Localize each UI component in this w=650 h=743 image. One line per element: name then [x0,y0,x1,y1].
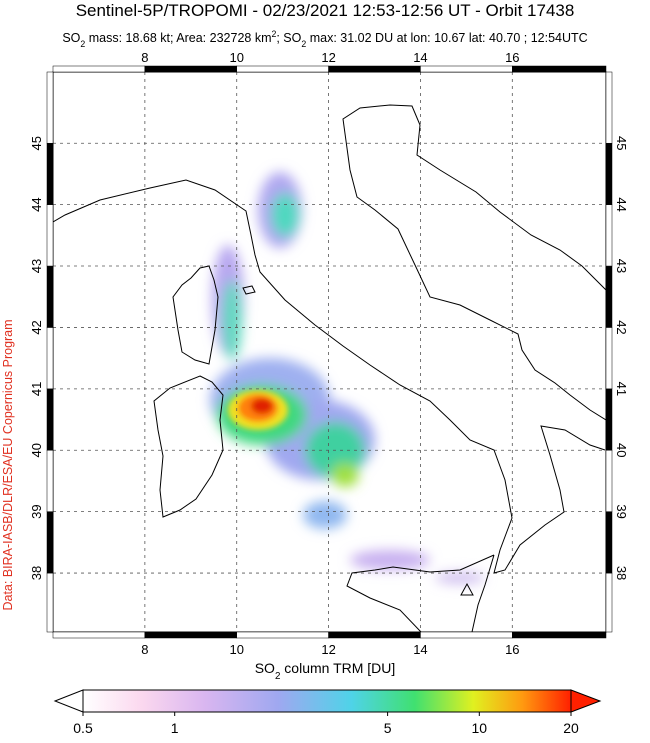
lat-tick-label-right: 38 [614,566,629,580]
lon-tick-label-top: 12 [321,50,335,65]
frame-segment [46,71,54,144]
frame-segment [605,71,613,144]
colorbar-tick-label: 0.5 [73,720,93,736]
lat-tick-label-left: 44 [29,197,44,211]
lon-tick-label-top: 16 [505,50,519,65]
lat-tick-label-right: 42 [614,320,629,334]
frame-segment [46,572,54,633]
frame-bars [46,65,613,639]
frame-segment [236,631,329,639]
subscript: 2 [80,39,85,49]
lat-tick-label-left: 45 [29,136,44,150]
frame-segment [52,65,146,73]
frame-segment [605,388,613,451]
lat-tick-label-right: 39 [614,504,629,518]
frame-segment [605,142,613,205]
colorbar-under [53,689,84,713]
subscript: 2 [275,671,280,682]
lon-tick-label-top: 14 [413,50,427,65]
so2-plume [210,172,485,584]
text-part: SO [255,660,275,676]
frame-segment [605,204,613,267]
text-part: SO [62,31,80,45]
lat-tick-label-left: 41 [29,382,44,396]
colorbar: 0.5 1 5 10 20 [53,689,602,736]
coastline-italy [53,104,606,574]
coastline-corsica [172,265,219,365]
text-part: ; SO [276,31,301,45]
frame-segment [46,388,54,451]
coastline-sicily [346,554,495,632]
coastline-elba [242,285,256,295]
lat-tick-label-right: 43 [614,259,629,273]
subscript: 2 [301,39,306,49]
lon-tick-label-bottom: 14 [413,642,427,657]
lat-tick-label-left: 38 [29,566,44,580]
frame-segment [420,65,513,73]
colorbar-tick-label: 10 [472,720,488,736]
colorbar-tick-label: 5 [384,720,392,736]
frame-segment [420,631,513,639]
lat-tick-label-right: 41 [614,382,629,396]
credit: Data: BIRA-IASB/DLR/ESA/EU Copernicus Pr… [1,319,15,610]
lat-tick-label-right: 40 [614,443,629,457]
frame-segment [52,631,146,639]
lat-tick-label-left: 39 [29,504,44,518]
frame-segment [328,65,421,73]
frame-segment [46,511,54,574]
frame-segment [512,631,607,639]
colorbar-tick-label: 1 [171,720,179,736]
frame-segment [144,631,237,639]
lat-tick-label-left: 40 [29,443,44,457]
text-part: mass: 18.68 kt; Area: 232728 km [85,31,271,45]
frame-segment [605,572,613,633]
lat-tick-label-left: 43 [29,259,44,273]
frame-segment [46,265,54,328]
text-part: column TRM [DU] [280,660,395,676]
title: Sentinel-5P/TROPOMI - 02/23/2021 12:53-1… [76,1,575,20]
lat-tick-label-right: 45 [614,136,629,150]
frame-segment [46,449,54,512]
frame-segment [144,65,237,73]
lat-tick-label-right: 44 [614,197,629,211]
frame-segment [605,511,613,574]
so2-core [228,390,288,430]
colorbar-over [570,689,602,713]
frame-segment [46,204,54,267]
colorbar-ramp [82,689,572,713]
lon-tick-label-bottom: 8 [141,642,148,657]
lon-tick-label-bottom: 10 [229,642,243,657]
colorbar-label: SO2 column TRM [DU] [255,660,396,682]
coastline-sardinia [153,375,224,518]
frame-segment [605,265,613,328]
frame-segment [46,142,54,205]
frame-segment [46,327,54,390]
text-part: max: 31.02 DU at lon: 10.67 lat: 40.70 ;… [306,31,587,45]
map [53,72,606,632]
lon-tick-label-bottom: 16 [505,642,519,657]
frame-segment [605,327,613,390]
lat-tick-label-left: 42 [29,320,44,334]
volcano-etna [460,582,474,596]
axis-labels: 8 8 10 10 12 12 14 14 16 16 38 38 39 39 40 40 41 41 42 42 43… [29,50,629,657]
colorbar-tick-label: 20 [563,720,579,736]
lon-tick-label-bottom: 12 [321,642,335,657]
frame-segment [328,631,421,639]
superscript: 2 [271,29,276,39]
grid [53,72,606,632]
subtitle: SO2 mass: 18.68 kt; Area: 232728 km2; SO… [62,29,587,49]
frame-segment [236,65,329,73]
frame-segment [512,65,607,73]
lon-tick-label-top: 8 [141,50,148,65]
frame-segment [605,449,613,512]
lon-tick-label-top: 10 [229,50,243,65]
